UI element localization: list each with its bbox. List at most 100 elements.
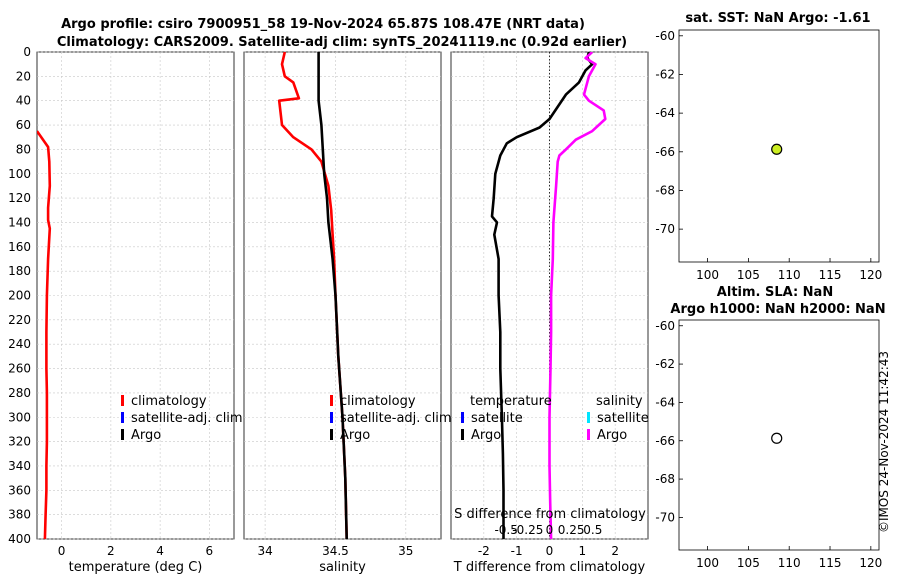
legend-swatch <box>461 412 464 423</box>
legend-swatch <box>121 429 124 440</box>
legend-label: satellite <box>597 411 649 426</box>
sla-map-panel: Altim. SLA: NaN Argo h1000: NaN h2000: Na… <box>655 285 885 570</box>
x-tick-label: 110 <box>778 268 801 282</box>
legend-swatch <box>587 429 590 440</box>
series-line-temperature-argo <box>490 52 594 539</box>
depth-tick-label: 180 <box>8 264 31 278</box>
legend-label: Argo <box>340 428 370 443</box>
y-tick-label: -66 <box>655 145 675 159</box>
depth-tick-label: 80 <box>16 142 31 156</box>
float-position-marker <box>771 432 783 444</box>
y-tick-label: -70 <box>655 510 675 524</box>
y-tick-label: -66 <box>655 434 675 448</box>
x-tick-label: 120 <box>859 556 882 570</box>
legend-title-salinity: salinity <box>596 394 643 409</box>
x-tick-label: 100 <box>696 268 719 282</box>
s-tick-label: 0 <box>546 523 554 537</box>
series-line-climatology <box>37 130 52 539</box>
s-tick-label: -0.5 <box>494 523 517 537</box>
legend-swatch <box>121 412 124 423</box>
depth-tick-label: 120 <box>8 191 31 205</box>
y-tick-label: -62 <box>655 357 675 371</box>
legend-swatch <box>587 412 590 423</box>
depth-tick-label: 360 <box>8 483 31 497</box>
depth-tick-label: 40 <box>16 94 31 108</box>
legend-swatch <box>121 395 124 406</box>
depth-tick-label: 140 <box>8 215 31 229</box>
legend-label: climatology <box>340 394 416 409</box>
depth-tick-label: 220 <box>8 313 31 327</box>
y-tick-label: -64 <box>655 395 675 409</box>
legend-swatch <box>330 412 333 423</box>
depth-tick-label: 200 <box>8 289 31 303</box>
salinity-panel: 34 34.5 35 salinity climatology satellite-adj… <box>243 51 452 575</box>
legend-label: satellite-adj. clim <box>340 411 452 426</box>
y-tick-label: -68 <box>655 183 675 197</box>
x-tick-label: 0 <box>58 544 66 558</box>
float-position-marker <box>771 143 783 155</box>
y-tick-label: -64 <box>655 106 675 120</box>
x-tick-label: 2 <box>611 544 619 558</box>
timestamp-stamp: ©IMOS 24-Nov-2024 11:42:43 <box>877 351 891 533</box>
legend-swatch <box>461 429 464 440</box>
sst-map-title: sat. SST: NaN Argo: -1.61 <box>685 11 870 26</box>
x-tick-label: -1 <box>511 544 523 558</box>
x-tick-label: 1 <box>579 544 587 558</box>
x-axis-label: temperature (deg C) <box>69 560 203 575</box>
depth-tick-label: 100 <box>8 167 31 181</box>
legend-swatch <box>330 429 333 440</box>
depth-tick-label: 400 <box>8 532 31 546</box>
x-tick-label: 34.5 <box>322 544 349 558</box>
y-tick-label: -62 <box>655 67 675 81</box>
y-tick-label: -60 <box>655 29 675 43</box>
sla-map-title-1: Altim. SLA: NaN <box>717 285 833 300</box>
s-tick-label: 0.5 <box>583 523 602 537</box>
x-tick-label: 105 <box>737 268 760 282</box>
s-tick-label: -0.25 <box>512 523 543 537</box>
x-tick-label: 115 <box>819 556 842 570</box>
x-tick-label: 6 <box>206 544 214 558</box>
legend-label: climatology <box>131 394 207 409</box>
sla-map-title-2: Argo h1000: NaN h2000: NaN <box>670 302 885 317</box>
depth-tick-label: 380 <box>8 508 31 522</box>
x-tick-label: -2 <box>478 544 490 558</box>
x-tick-label: 2 <box>107 544 115 558</box>
x-tick-label: 100 <box>696 556 719 570</box>
x-tick-label: 35 <box>398 544 413 558</box>
title-line-2: Climatology: CARS2009. Satellite-adj cli… <box>57 35 627 50</box>
legend-label: Argo <box>597 428 627 443</box>
depth-tick-label: 260 <box>8 362 31 376</box>
y-tick-label: -70 <box>655 222 675 236</box>
depth-tick-label: 240 <box>8 337 31 351</box>
sst-map-panel: sat. SST: NaN Argo: -1.61 -60 -62 -64 -66 -68… <box>655 11 882 282</box>
x-tick-label: 34 <box>257 544 272 558</box>
legend-title-temperature: temperature <box>470 394 552 409</box>
y-tick-label: -60 <box>655 319 675 333</box>
x-tick-label: 120 <box>859 268 882 282</box>
x-tick-label: 115 <box>819 268 842 282</box>
y-tick-label: -68 <box>655 472 675 486</box>
depth-tick-label: 0 <box>23 45 31 59</box>
difference-panel: -2 -1 0 1 2 T difference from climatology S di… <box>450 51 649 575</box>
depth-tick-label: 20 <box>16 69 31 83</box>
x-axis-label: T difference from climatology <box>453 560 646 575</box>
series-line-argo <box>317 52 348 539</box>
title-line-1: Argo profile: csiro 7900951_58 19-Nov-20… <box>61 17 585 32</box>
temperature-panel: 0204060801001201401601802002202402602803… <box>8 45 243 575</box>
depth-tick-label: 300 <box>8 410 31 424</box>
x-axis-label: salinity <box>319 560 366 575</box>
legend-swatch <box>330 395 333 406</box>
depth-tick-label: 280 <box>8 386 31 400</box>
x-tick-label: 4 <box>156 544 164 558</box>
legend-label: satellite <box>471 411 523 426</box>
legend-label: Argo <box>471 428 501 443</box>
series-line-salinity-argo <box>548 52 607 539</box>
legend-label: Argo <box>131 428 161 443</box>
depth-tick-label: 160 <box>8 240 31 254</box>
s-difference-label: S difference from climatology <box>454 507 646 522</box>
depth-tick-label: 60 <box>16 118 31 132</box>
legend-label: satellite-adj. clim <box>131 411 243 426</box>
x-tick-label: 110 <box>778 556 801 570</box>
depth-tick-label: 340 <box>8 459 31 473</box>
